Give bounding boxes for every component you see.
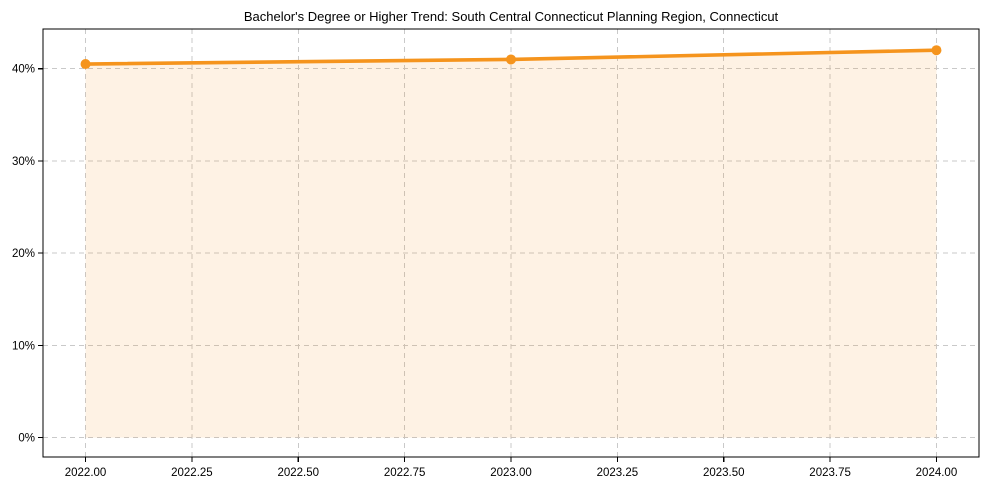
x-tick-label: 2023.50 (703, 467, 745, 479)
data-point-marker (506, 54, 516, 65)
area-fill (85, 50, 937, 438)
x-tick-label: 2023.75 (809, 467, 851, 479)
y-tick-label: 20% (12, 248, 35, 260)
y-tick-label: 10% (12, 340, 35, 352)
chart-title: Bachelor's Degree or Higher Trend: South… (243, 9, 779, 24)
data-point-marker (931, 45, 942, 56)
y-tick-label: 0% (18, 433, 35, 445)
x-tick-label: 2024.00 (916, 467, 958, 479)
x-tick-label: 2022.50 (277, 467, 319, 479)
y-tick-label: 30% (12, 156, 35, 168)
x-tick-label: 2023.00 (490, 467, 532, 479)
x-tick-label: 2022.00 (65, 467, 107, 479)
x-tick-label: 2022.25 (171, 467, 213, 479)
y-tick-label: 40% (12, 64, 35, 76)
x-tick-label: 2022.75 (384, 467, 426, 479)
data-point-marker (80, 59, 91, 70)
x-tick-label: 2023.25 (597, 467, 639, 479)
